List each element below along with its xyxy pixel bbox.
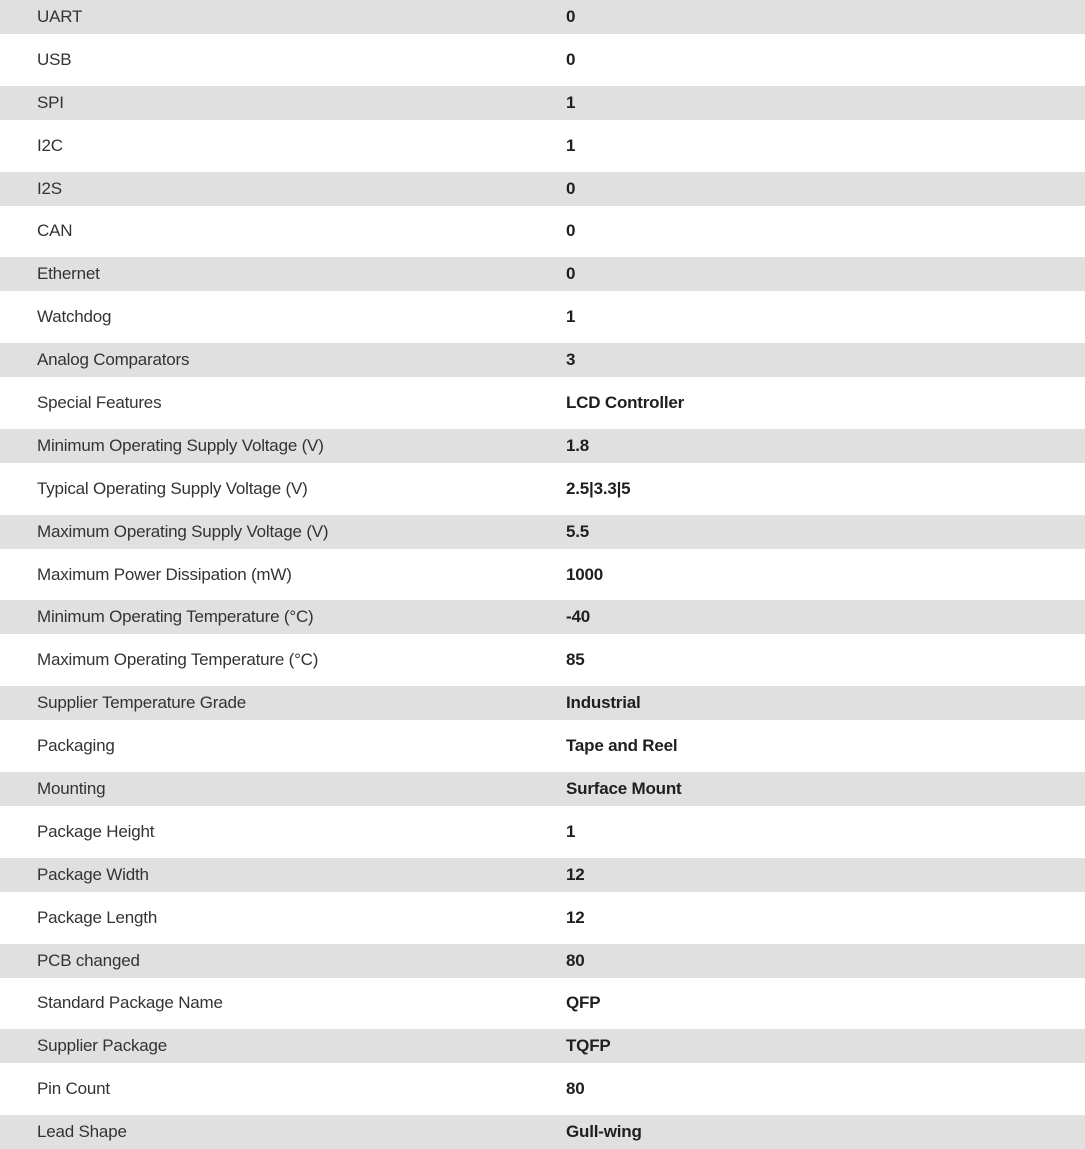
spec-value: 3: [566, 350, 576, 370]
spec-value: 80: [566, 950, 585, 970]
spec-row: Packaging Tape and Reel: [0, 729, 1085, 764]
spec-label: Minimum Operating Temperature (°C): [37, 607, 314, 627]
spec-label: Package Length: [37, 907, 158, 927]
spec-value: QFP: [566, 993, 601, 1013]
spec-value: 1: [566, 135, 576, 155]
spec-row: CAN 0: [0, 214, 1085, 249]
spec-row: Supplier Package TQFP: [0, 1029, 1085, 1064]
spec-label: Package Width: [37, 864, 149, 884]
spec-value: Surface Mount: [566, 779, 682, 799]
spec-label: Packaging: [37, 736, 115, 756]
spec-label: CAN: [37, 221, 73, 241]
spec-row: Analog Comparators 3: [0, 343, 1085, 378]
spec-value: LCD Controller: [566, 393, 685, 413]
spec-row: Package Width 12: [0, 857, 1085, 892]
spec-label: Mounting: [37, 779, 106, 799]
spec-row: I2C 1: [0, 128, 1085, 163]
spec-row: Special Features LCD Controller: [0, 386, 1085, 421]
spec-value: 0: [566, 178, 576, 198]
spec-row: Supplier Temperature Grade Industrial: [0, 686, 1085, 721]
spec-value: 2.5|3.3|5: [566, 478, 631, 498]
spec-label: Package Height: [37, 821, 155, 841]
spec-value: Tape and Reel: [566, 736, 678, 756]
spec-value: -40: [566, 607, 590, 627]
spec-value: 1: [566, 821, 576, 841]
spec-row: Maximum Power Dissipation (mW) 1000: [0, 557, 1085, 592]
spec-label: Maximum Operating Supply Voltage (V): [37, 521, 329, 541]
spec-value: 0: [566, 49, 576, 69]
spec-value: 1: [566, 307, 576, 327]
spec-value: 0: [566, 7, 576, 26]
spec-label: SPI: [37, 92, 64, 112]
spec-value: 0: [566, 221, 576, 241]
spec-value: 5.5: [566, 521, 590, 541]
spec-label: Ethernet: [37, 264, 100, 284]
spec-row: Minimum Operating Temperature (°C) -40: [0, 600, 1085, 635]
spec-label: Analog Comparators: [37, 350, 190, 370]
spec-value: 1.8: [566, 435, 590, 455]
spec-row: PCB changed 80: [0, 943, 1085, 978]
spec-value: TQFP: [566, 1036, 611, 1056]
spec-value: 1000: [566, 564, 604, 584]
spec-label: I2S: [37, 178, 62, 198]
spec-value: 0: [566, 264, 576, 284]
spec-label: Special Features: [37, 393, 162, 413]
spec-row: Package Height 1: [0, 814, 1085, 849]
spec-row: Standard Package Name QFP: [0, 986, 1085, 1021]
spec-row: USB 0: [0, 42, 1085, 77]
spec-row: SPI 1: [0, 85, 1085, 120]
spec-value: 1: [566, 92, 576, 112]
spec-label: Pin Count: [37, 1079, 110, 1099]
spec-row: Maximum Operating Temperature (°C) 85: [0, 643, 1085, 678]
spec-row: Package Length 12: [0, 900, 1085, 935]
spec-label: PCB changed: [37, 950, 140, 970]
spec-row: UART 0: [0, 0, 1085, 34]
spec-value: Gull-wing: [566, 1122, 642, 1142]
spec-row: Pin Count 80: [0, 1072, 1085, 1107]
spec-value: 85: [566, 650, 585, 670]
spec-label: USB: [37, 49, 72, 69]
spec-row: Ethernet 0: [0, 257, 1085, 292]
spec-row: Mounting Surface Mount: [0, 772, 1085, 807]
spec-value: 80: [566, 1079, 585, 1099]
spec-label: Maximum Power Dissipation (mW): [37, 564, 292, 584]
spec-row: I2S 0: [0, 171, 1085, 206]
spec-label: Typical Operating Supply Voltage (V): [37, 478, 308, 498]
spec-label: UART: [37, 7, 83, 26]
spec-row: Lead Shape Gull-wing: [0, 1115, 1085, 1149]
spec-value: 12: [566, 907, 585, 927]
spec-label: Maximum Operating Temperature (°C): [37, 650, 319, 670]
spec-row: Typical Operating Supply Voltage (V) 2.5…: [0, 471, 1085, 506]
spec-label: Supplier Temperature Grade: [37, 693, 246, 713]
spec-value: 12: [566, 864, 585, 884]
spec-row: Watchdog 1: [0, 300, 1085, 335]
spec-value: Industrial: [566, 693, 641, 713]
spec-row: Maximum Operating Supply Voltage (V) 5.5: [0, 514, 1085, 549]
spec-row: Minimum Operating Supply Voltage (V) 1.8: [0, 428, 1085, 463]
spec-label: Minimum Operating Supply Voltage (V): [37, 435, 324, 455]
spec-label: Supplier Package: [37, 1036, 168, 1056]
spec-label: I2C: [37, 135, 63, 155]
spec-label: Standard Package Name: [37, 993, 223, 1013]
spec-label: Watchdog: [37, 307, 112, 327]
spec-label: Lead Shape: [37, 1122, 127, 1142]
